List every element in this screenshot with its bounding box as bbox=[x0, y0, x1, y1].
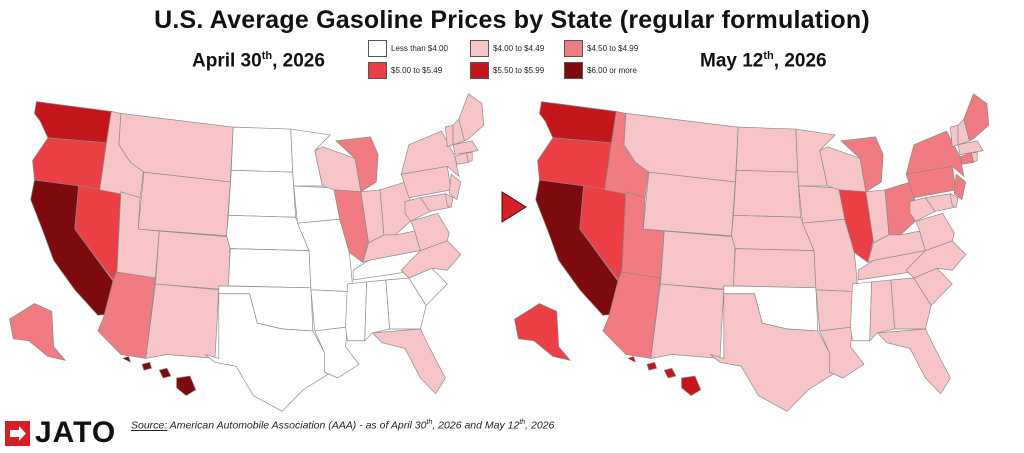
state-de bbox=[444, 193, 454, 208]
state-md bbox=[419, 193, 450, 212]
state-nj bbox=[448, 173, 462, 201]
legend-item: Less than $4.00 bbox=[368, 38, 448, 58]
state-ks bbox=[228, 248, 312, 289]
state-nc bbox=[905, 240, 967, 279]
state-oh bbox=[884, 181, 921, 236]
legend-swatch bbox=[368, 39, 387, 57]
legend-swatch bbox=[368, 61, 387, 79]
state-me bbox=[458, 93, 485, 142]
jato-arrow-icon bbox=[5, 420, 30, 446]
state-az bbox=[602, 271, 661, 359]
legend-label: $5.50 to $5.99 bbox=[493, 65, 545, 75]
state-oh bbox=[379, 181, 416, 236]
state-co bbox=[660, 230, 736, 291]
state-wv bbox=[909, 197, 936, 222]
state-ak bbox=[9, 303, 67, 361]
legend-item: $5.00 to $5.49 bbox=[368, 60, 442, 80]
state-nm bbox=[650, 283, 725, 359]
state-ga bbox=[890, 277, 932, 330]
state-wy bbox=[137, 171, 231, 237]
state-wa bbox=[34, 101, 112, 144]
map-april bbox=[9, 93, 485, 412]
state-sd bbox=[228, 169, 296, 218]
state-az bbox=[97, 271, 156, 359]
arrow-right-icon bbox=[501, 191, 527, 223]
legend-item: $6.00 or more bbox=[564, 60, 637, 80]
state-ri bbox=[466, 152, 473, 163]
legend-label: $6.00 or more bbox=[587, 65, 637, 75]
legend-swatch bbox=[564, 61, 583, 79]
state-ak bbox=[514, 303, 572, 361]
legend-item: $4.00 to $4.49 bbox=[470, 38, 544, 58]
jato-logo: JATO bbox=[5, 416, 116, 450]
state-fl bbox=[371, 328, 446, 395]
state-hi bbox=[122, 356, 197, 397]
legend-label: $4.00 to $4.49 bbox=[493, 43, 545, 53]
state-mi bbox=[840, 136, 884, 193]
map-title-may: May 12th, 2026 bbox=[700, 50, 827, 72]
price-legend: Less than $4.00 $4.00 to $4.49 $4.50 to … bbox=[368, 38, 638, 88]
map-title-april: April 30th, 2026 bbox=[192, 50, 325, 72]
state-ms bbox=[345, 281, 367, 342]
state-ny bbox=[400, 130, 460, 178]
legend-swatch bbox=[564, 39, 583, 57]
logo-text: JATO bbox=[35, 416, 117, 449]
state-wv bbox=[404, 197, 431, 222]
state-tx bbox=[205, 293, 329, 412]
state-va bbox=[915, 212, 955, 252]
state-ms bbox=[850, 281, 872, 342]
legend-swatch bbox=[470, 61, 489, 79]
page-title: U.S. Average Gasoline Prices by State (r… bbox=[154, 6, 870, 34]
state-ri bbox=[971, 152, 978, 163]
state-ia bbox=[798, 185, 846, 224]
legend-swatch bbox=[470, 39, 489, 57]
state-al bbox=[869, 279, 896, 342]
state-de bbox=[949, 193, 959, 208]
state-al bbox=[364, 279, 391, 342]
state-ma bbox=[452, 140, 479, 155]
state-ma bbox=[957, 140, 984, 155]
state-wa bbox=[539, 101, 617, 144]
source-note: Source: American Automobile Association … bbox=[131, 419, 555, 432]
state-fl bbox=[876, 328, 951, 395]
state-co bbox=[155, 230, 231, 291]
state-ks bbox=[733, 248, 817, 289]
state-me bbox=[963, 93, 990, 142]
state-wy bbox=[642, 171, 736, 237]
state-nj bbox=[953, 173, 967, 201]
state-nd bbox=[735, 126, 799, 173]
legend-label: $5.00 to $5.49 bbox=[391, 65, 443, 75]
legend-label: $4.50 to $4.99 bbox=[587, 43, 639, 53]
state-md bbox=[924, 193, 955, 212]
state-sd bbox=[733, 169, 801, 218]
state-ga bbox=[385, 277, 427, 330]
legend-label: Less than $4.00 bbox=[391, 43, 448, 53]
state-tx bbox=[710, 293, 834, 412]
legend-item: $4.50 to $4.99 bbox=[564, 38, 638, 58]
state-ny bbox=[905, 130, 965, 178]
state-ia bbox=[293, 185, 341, 224]
state-hi bbox=[627, 356, 702, 397]
state-nd bbox=[230, 126, 294, 173]
state-ne bbox=[731, 214, 815, 251]
state-nc bbox=[400, 240, 462, 279]
legend-item: $5.50 to $5.99 bbox=[470, 60, 544, 80]
state-va bbox=[410, 212, 450, 252]
state-nm bbox=[145, 283, 220, 359]
state-ne bbox=[226, 214, 310, 251]
map-may bbox=[514, 93, 990, 412]
state-mi bbox=[335, 136, 379, 193]
